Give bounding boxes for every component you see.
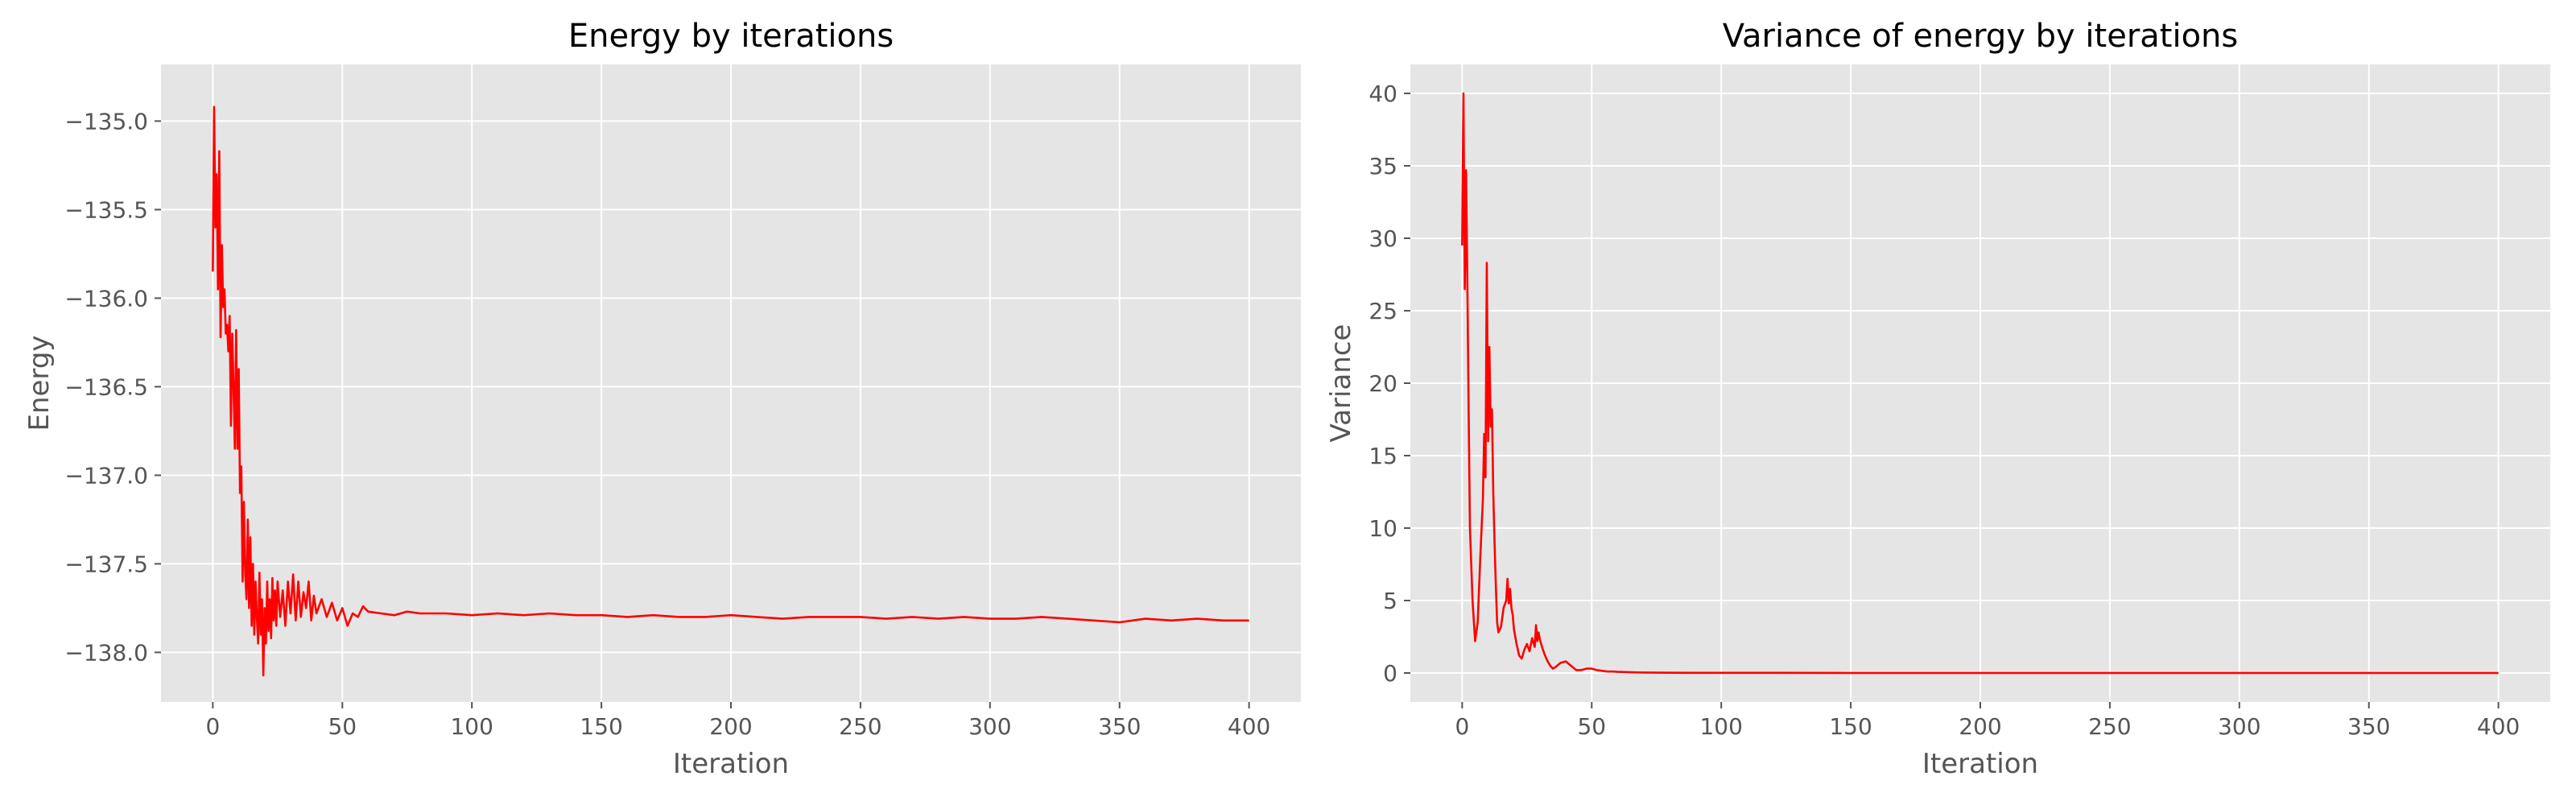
variance-chart-title: Variance of energy by iterations bbox=[1723, 18, 2238, 55]
energy-grid bbox=[161, 64, 1301, 702]
energy-y-axis-label: Energy bbox=[23, 335, 56, 431]
variance-x-tick-label: 200 bbox=[1959, 713, 2001, 740]
variance-x-axis-label: Iteration bbox=[1922, 748, 2038, 780]
variance-y-tick-label: 15 bbox=[1368, 443, 1397, 469]
energy-x-tick-label: 350 bbox=[1098, 713, 1141, 740]
variance-x-tick-label: 250 bbox=[2088, 713, 2131, 740]
energy-x-tick-label: 0 bbox=[205, 713, 220, 740]
variance-y-tick-label: 5 bbox=[1383, 588, 1397, 614]
energy-ticks: 0 50 100 150 200 250 300 350 400 −138.0 −137.5 −137… bbox=[64, 108, 1270, 740]
energy-y-tick-label: −136.5 bbox=[64, 374, 148, 400]
variance-x-tick-label: 50 bbox=[1577, 713, 1606, 740]
energy-plot: 0 50 100 150 200 250 300 350 400 −138.0 −137.5 −137… bbox=[23, 18, 1301, 780]
variance-x-tick-label: 100 bbox=[1699, 713, 1742, 740]
energy-x-tick-label: 400 bbox=[1228, 713, 1270, 740]
energy-series bbox=[212, 105, 1249, 677]
energy-x-tick-label: 300 bbox=[968, 713, 1011, 740]
energy-x-tick-label: 50 bbox=[328, 713, 357, 740]
variance-series bbox=[1461, 92, 2499, 675]
variance-x-tick-label: 150 bbox=[1829, 713, 1872, 740]
variance-series-line bbox=[1461, 92, 2499, 675]
variance-y-tick-label: 30 bbox=[1368, 225, 1397, 252]
variance-x-tick-label: 300 bbox=[2218, 713, 2260, 740]
energy-x-tick-label: 200 bbox=[709, 713, 752, 740]
energy-y-tick-label: −135.0 bbox=[64, 108, 148, 134]
energy-chart-title: Energy by iterations bbox=[568, 18, 894, 55]
variance-y-tick-label: 10 bbox=[1368, 515, 1397, 542]
variance-x-tick-label: 0 bbox=[1455, 713, 1469, 740]
variance-y-tick-label: 0 bbox=[1383, 660, 1397, 687]
energy-x-axis-label: Iteration bbox=[673, 748, 789, 780]
variance-y-tick-label: 40 bbox=[1368, 80, 1397, 107]
energy-x-tick-label: 100 bbox=[450, 713, 493, 740]
variance-x-tick-label: 400 bbox=[2477, 713, 2520, 740]
energy-y-tick-label: −137.5 bbox=[64, 551, 148, 577]
variance-plot: 0 50 100 150 200 250 300 350 400 0 5 10 15 20 25 30 35 40… bbox=[1325, 18, 2550, 780]
variance-ticks: 0 50 100 150 200 250 300 350 400 0 5 10 15 20 25 30 35 40 bbox=[1368, 80, 2520, 740]
energy-y-tick-label: −138.0 bbox=[64, 639, 148, 666]
variance-y-tick-label: 25 bbox=[1368, 298, 1397, 324]
variance-x-tick-label: 350 bbox=[2347, 713, 2390, 740]
variance-y-axis-label: Variance bbox=[1325, 324, 1357, 443]
energy-y-tick-label: −137.0 bbox=[64, 462, 148, 489]
variance-y-tick-label: 20 bbox=[1368, 370, 1397, 397]
energy-x-tick-label: 250 bbox=[839, 713, 881, 740]
variance-y-tick-label: 35 bbox=[1368, 153, 1397, 180]
energy-x-tick-label: 150 bbox=[580, 713, 622, 740]
energy-series-line bbox=[212, 105, 1249, 677]
energy-y-tick-label: −136.0 bbox=[64, 285, 148, 312]
energy-y-tick-label: −135.5 bbox=[64, 196, 148, 223]
